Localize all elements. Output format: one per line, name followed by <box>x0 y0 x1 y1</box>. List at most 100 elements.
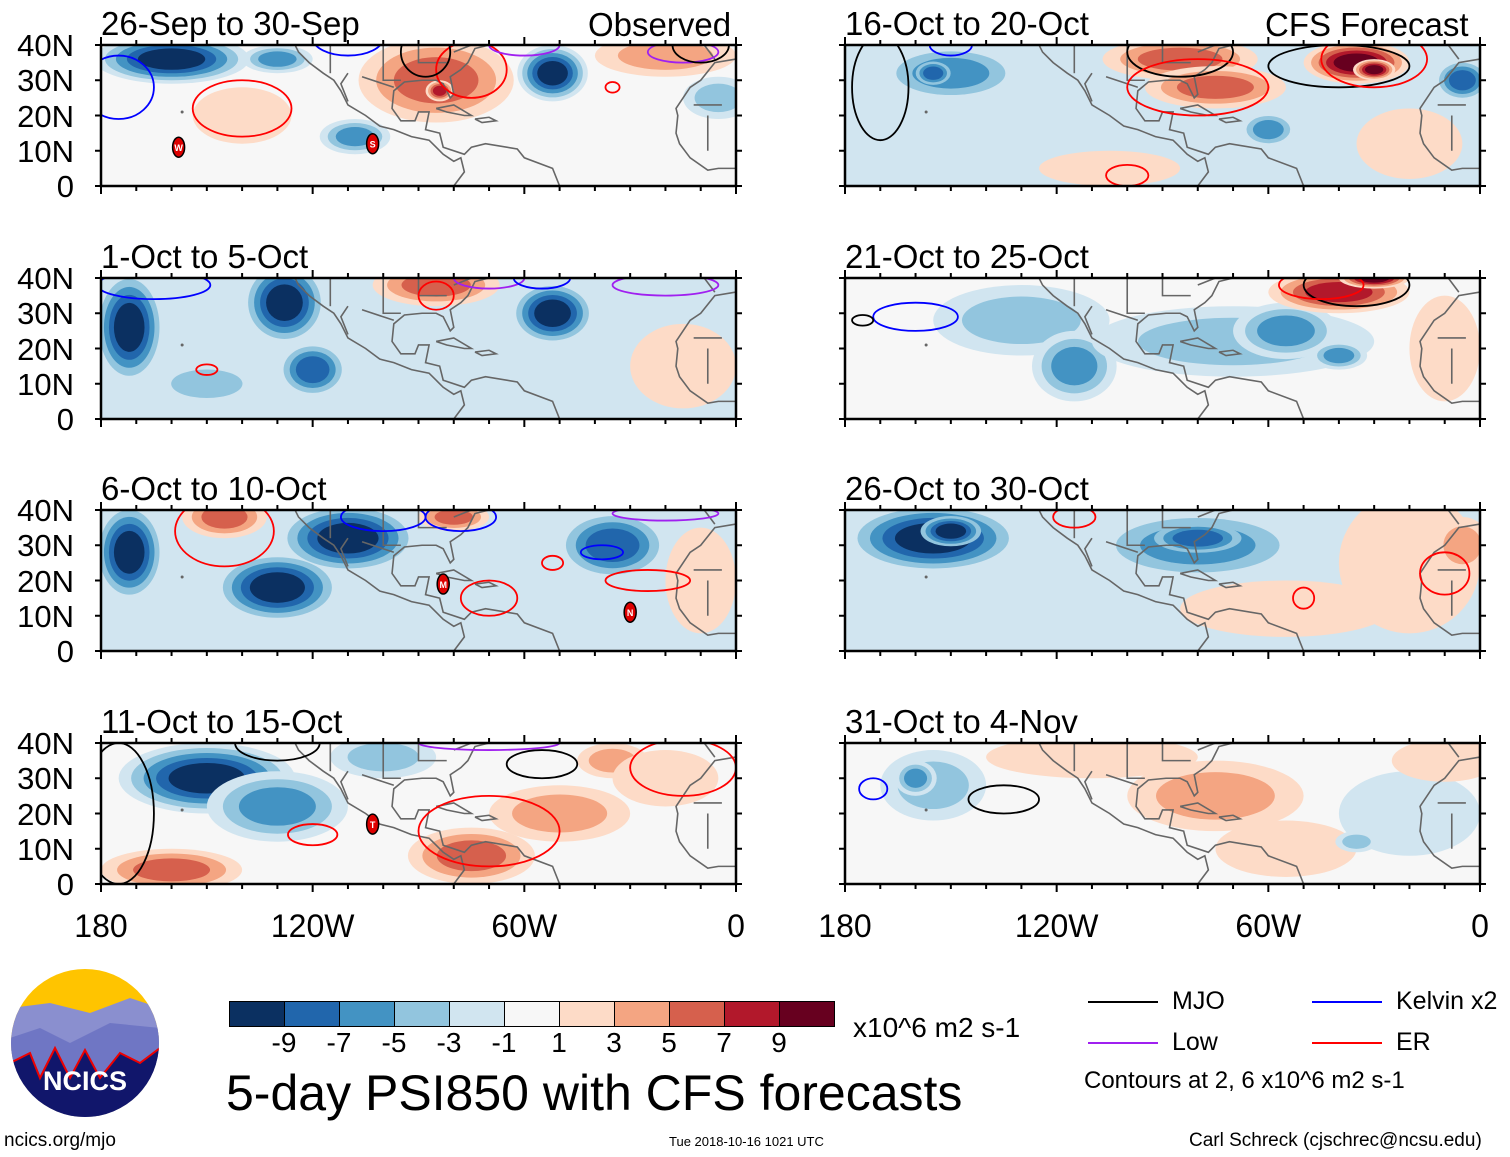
anomaly-shading <box>630 323 736 409</box>
tropical-cyclone-icon: N <box>623 601 637 623</box>
anomaly-shading <box>537 60 568 86</box>
coastline <box>339 537 349 567</box>
map-panel <box>95 270 742 427</box>
coastline <box>675 58 736 171</box>
coastline <box>1083 537 1093 567</box>
coastline <box>1135 45 1305 186</box>
lat-label: 30N <box>17 63 74 99</box>
colorbar-tick-label: -3 <box>436 1027 462 1058</box>
anomaly-shading <box>335 127 375 147</box>
lon-label: 120W <box>270 908 355 944</box>
contour-mjo <box>851 45 910 142</box>
map-panel <box>839 270 1486 427</box>
contour-er <box>1419 551 1471 596</box>
lon-label: 180 <box>818 908 872 944</box>
coastline <box>675 756 736 869</box>
svg-text:N: N <box>627 608 634 618</box>
contour-low <box>646 45 720 64</box>
hawaii-islands <box>924 575 928 579</box>
colorbar-tick-label: -9 <box>271 1027 297 1058</box>
anomaly-shading <box>137 48 206 70</box>
lat-label: 40N <box>17 28 74 63</box>
colorbar-tick-label: 1 <box>551 1027 567 1058</box>
anomaly-shading <box>133 858 211 882</box>
coastline <box>1218 116 1243 124</box>
anomaly-shading <box>201 510 248 529</box>
anomaly-shading <box>923 66 944 80</box>
contour-er <box>604 569 692 592</box>
lat-label: 20N <box>17 796 74 832</box>
contour-mjo <box>1302 278 1411 308</box>
contour-er <box>1278 278 1365 301</box>
colorbar-tick-label: -7 <box>326 1027 352 1058</box>
hawaii-islands <box>180 110 184 114</box>
coastline <box>382 510 401 547</box>
contour-mjo <box>399 45 452 78</box>
panel-title: 31-Oct to 4-Nov <box>845 703 1078 740</box>
anomaly-shading <box>1176 75 1254 99</box>
lat-label: 10N <box>17 831 74 867</box>
lon-label: 120W <box>1014 908 1099 944</box>
coastline <box>1105 75 1139 89</box>
colorbar-tick-label: 5 <box>661 1027 677 1058</box>
contour-kelvin-x2 <box>314 45 382 57</box>
colorbar-swatch <box>614 1001 670 1027</box>
coastline <box>1161 510 1191 529</box>
lat-label: 40N <box>17 726 74 761</box>
panel-title: 11-Oct to 15-Oct <box>101 703 343 740</box>
anomaly-shading <box>585 528 640 563</box>
contour-kelvin-x2 <box>928 45 973 57</box>
anomaly-shading <box>1155 772 1275 820</box>
anomaly-shading <box>961 296 1081 345</box>
legend-line <box>1088 1001 1158 1003</box>
anomaly-shading <box>266 284 303 322</box>
contour-mjo <box>1126 45 1234 78</box>
colorbar-tick-label: 7 <box>716 1027 732 1058</box>
anomaly-shading <box>1391 743 1480 782</box>
contour-mjo <box>967 784 1040 815</box>
contour-kelvin-x2 <box>872 301 959 332</box>
coastline <box>1447 45 1460 60</box>
legend-label: Low <box>1172 1028 1218 1056</box>
coastline <box>294 278 466 419</box>
coastline <box>1218 814 1243 822</box>
coastline <box>474 814 499 822</box>
contour-er <box>459 579 519 617</box>
contour-er <box>1126 58 1270 117</box>
legend-label: MJO <box>1172 987 1225 1015</box>
map-panel: T <box>95 735 742 892</box>
contour-kelvin-x2 <box>424 510 498 533</box>
lat-label: 10N <box>17 598 74 634</box>
coastline <box>1126 743 1145 780</box>
coastline <box>1447 743 1460 758</box>
coastline <box>339 305 349 335</box>
lat-label: 10N <box>17 366 74 402</box>
coastline <box>1038 45 1210 186</box>
anomaly-shading <box>1448 70 1476 91</box>
anomaly-shading <box>1039 150 1181 186</box>
colorbar-swatch <box>724 1001 780 1027</box>
coastline <box>474 581 499 589</box>
lon-label: 0 <box>727 908 745 944</box>
panel-title: 1-Oct to 5-Oct <box>101 238 309 275</box>
site-link[interactable]: ncics.org/mjo <box>4 1130 116 1151</box>
coastline <box>703 743 716 758</box>
logo-text: NCICS <box>43 1066 127 1096</box>
contour-kelvin-x2 <box>858 777 889 801</box>
lat-label: 20N <box>17 98 74 134</box>
tropical-cyclone-icon: S <box>365 132 380 155</box>
colorbar-swatch <box>229 1001 285 1027</box>
colorbar-tick-label: 9 <box>771 1027 787 1058</box>
anomaly-shading <box>113 530 145 574</box>
coastline <box>1135 743 1305 884</box>
lat-label: 0 <box>56 867 74 902</box>
author-credit: Carl Schreck (cjschrec@ncsu.edu) <box>1189 1130 1482 1151</box>
panel-title: 26-Sep to 30-Sep <box>101 5 360 42</box>
legend-label: Kelvin x2 <box>1396 987 1498 1015</box>
anomaly-shading <box>295 356 330 384</box>
observed-label: Observed <box>588 6 732 43</box>
coastline <box>675 291 736 404</box>
panel-title: 16-Oct to 20-Oct <box>845 5 1089 42</box>
coastline <box>675 523 736 636</box>
coastline <box>1179 802 1219 815</box>
